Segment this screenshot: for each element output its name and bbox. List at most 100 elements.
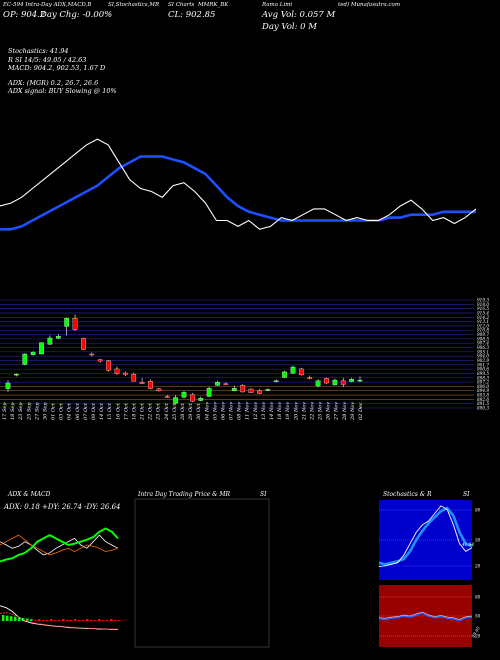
price-axis-label: 897.2 [477, 380, 489, 385]
price-axis-label: 898.3 [477, 375, 489, 380]
bullish-candle [231, 388, 237, 392]
macd-histogram-bar [18, 617, 21, 621]
bearish-candle [89, 353, 95, 356]
date-label: 24 Oct [164, 402, 170, 421]
bearish-candle [298, 368, 304, 376]
macd-panel [0, 600, 125, 645]
date-label: 22 Oct [148, 402, 154, 421]
bearish-candle [156, 388, 162, 392]
price-line [0, 138, 477, 230]
price-axis-label: 912.0 [477, 323, 489, 328]
macd-histogram-bar [86, 619, 89, 621]
date-label: 16 Oct [115, 402, 121, 420]
rsi-axis-label: 50 [475, 614, 481, 619]
date-label: 27 Nov [334, 402, 340, 421]
macd-histogram-bar [14, 616, 17, 621]
bearish-candle [122, 372, 128, 375]
bearish-candle [307, 377, 313, 379]
stoch-d-line [378, 506, 473, 566]
price-axis-label: 910.8 [477, 328, 489, 333]
macd-histogram-bar [54, 620, 57, 621]
bearish-candle [81, 338, 86, 350]
macd-histogram-bar [58, 620, 61, 621]
bullish-candle [181, 392, 187, 398]
price-axis-label: 902.9 [477, 358, 489, 363]
date-label: 09 Oct [91, 402, 97, 420]
macd-histogram-bar [50, 619, 53, 621]
date-label: 04 Oct [67, 402, 73, 420]
bullish-candle [173, 397, 178, 404]
price-axis-label: 918.0 [477, 302, 489, 307]
date-label: 14 Oct [99, 402, 105, 420]
macd-label: MACD: 904.2, 902.53, 1.67 D [8, 64, 106, 72]
macd-histogram-bar [10, 616, 13, 621]
date-label: 12 Nov [253, 402, 259, 420]
intraday-title: Intra Day Trading Price & MR [138, 491, 231, 498]
header-right-a: Rama Limi [262, 2, 293, 8]
bullish-candle [357, 379, 363, 382]
avg-volume: Avg Vol: 0.057 M [262, 10, 336, 20]
rsi-axis-label: 80 [475, 595, 481, 600]
date-label: 29 Oct [188, 402, 194, 421]
bullish-candle [47, 337, 53, 345]
macd-histogram-bar [6, 615, 9, 621]
stochastics-label: Stochastics: 41.94 [8, 47, 69, 55]
price-axis-label: 900.6 [477, 367, 489, 372]
bearish-candle [139, 382, 145, 384]
date-label: 02 Dec [358, 402, 364, 420]
close-label: CL: 902.85 [168, 10, 216, 20]
signal-line [0, 612, 118, 630]
macd-histogram-bar [114, 620, 117, 621]
bullish-candle [315, 380, 321, 387]
bearish-candle [190, 394, 195, 402]
date-label: 03 Oct [59, 402, 65, 420]
bullish-candle [64, 318, 70, 327]
date-label: 20 Nov [293, 402, 299, 421]
bullish-candle [39, 342, 44, 355]
date-label: 15 Oct [107, 402, 113, 420]
price-axis-label: 904.0 [477, 354, 489, 359]
date-label: 25 Oct [172, 402, 178, 421]
date-label: 29 Nov [350, 402, 356, 421]
price-axis-label: 914.2 [477, 315, 489, 320]
bearish-candle [114, 368, 120, 374]
header-mid2: SI Charts [168, 2, 195, 8]
price-axis-label: 896.0 [477, 384, 489, 389]
price-axis-label: 908.5 [477, 336, 489, 341]
date-label: 30 Oct [196, 402, 202, 420]
stoch-axis-label: 50 [475, 538, 481, 543]
macd-histogram-bar [66, 620, 69, 621]
op-label: OP: 904.2 [3, 10, 46, 20]
price-axis-label: 915.4 [477, 310, 489, 315]
date-label: 17 Oct [123, 402, 129, 420]
date-label: 18 Oct [131, 402, 137, 420]
rsi-axis-label: 20 [474, 634, 481, 639]
date-label: 30 Sep [42, 402, 48, 420]
date-label: 28 Oct [180, 402, 186, 421]
stoch-title-2: SI [463, 491, 470, 498]
price-axis-label: 913.1 [477, 319, 489, 324]
bearish-candle [72, 318, 78, 330]
macd-histogram-bar [42, 620, 45, 621]
price-axis-label: 905.1 [477, 349, 489, 354]
rsi-line [378, 612, 473, 622]
macd-histogram-bar [34, 620, 37, 621]
stoch-title: Stochastics & R [383, 491, 432, 498]
macd-histogram-bar [46, 620, 49, 621]
macd-histogram-bar [78, 620, 81, 621]
stoch-k-line [378, 505, 473, 568]
date-label: 06 Oct [75, 402, 81, 420]
date-label: 19 Nov [285, 402, 291, 420]
bearish-candle [257, 390, 262, 394]
ma-line [0, 155, 476, 231]
header-left: EC-594 Intra-Day ADX,MACD,B [3, 2, 92, 8]
macd-histogram-bar [82, 620, 85, 621]
date-label: 21 Oct [140, 402, 146, 421]
adx-line [0, 534, 119, 556]
price-axis-label: 891.5 [477, 401, 489, 406]
day-change: Day Chg: -0.00% [40, 10, 113, 20]
date-label: 18 Sep [10, 402, 16, 420]
price-axis-label: 901.7 [477, 362, 489, 367]
price-axis-label: 907.4 [477, 341, 489, 346]
